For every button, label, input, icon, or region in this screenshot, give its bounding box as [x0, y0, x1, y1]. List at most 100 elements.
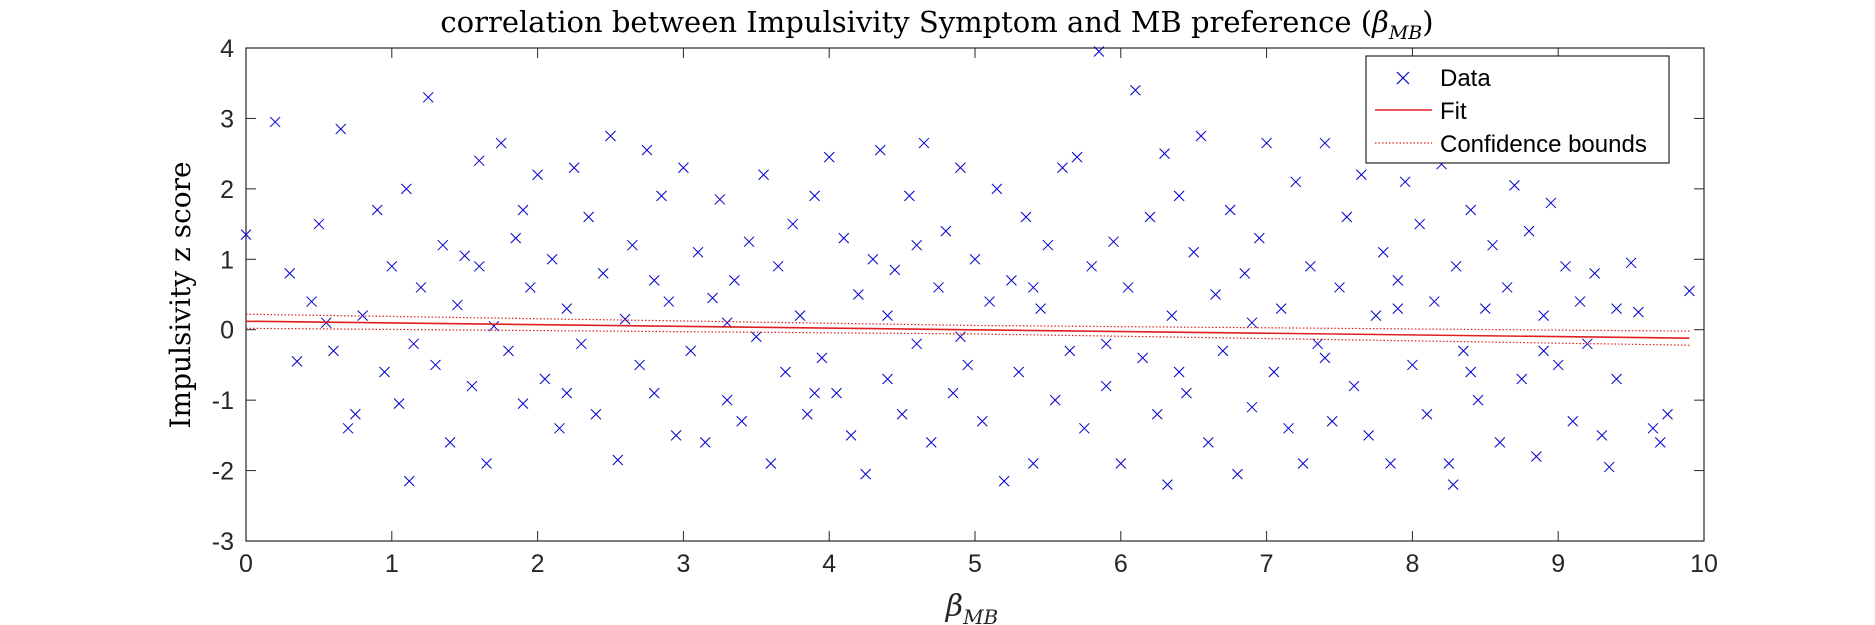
y-tick-label: 0	[220, 317, 234, 345]
legend-x-marker	[1396, 71, 1410, 85]
data-point	[1633, 306, 1644, 318]
data-point	[1086, 260, 1097, 272]
data-point	[1020, 211, 1032, 223]
data-point	[1341, 211, 1353, 223]
data-point	[1042, 239, 1054, 251]
data-point	[1458, 345, 1469, 357]
data-point	[349, 408, 361, 420]
data-point	[1027, 458, 1039, 469]
data-point	[619, 313, 631, 325]
data-point	[714, 194, 726, 205]
data-point	[904, 190, 915, 202]
data-point	[1377, 246, 1389, 258]
data-point	[306, 296, 317, 307]
data-point	[335, 123, 347, 135]
y-tick-label: 2	[220, 176, 234, 204]
data-point	[692, 246, 704, 258]
data-point	[1304, 260, 1316, 272]
legend: Data Fit Confidence bounds	[1365, 55, 1670, 164]
data-point	[1224, 204, 1236, 216]
data-point	[1348, 380, 1360, 392]
data-point	[860, 468, 872, 480]
data-point	[1173, 190, 1185, 202]
data-point	[1472, 394, 1484, 406]
x-tick-label: 3	[676, 550, 690, 578]
data-point	[1122, 282, 1134, 293]
data-point	[328, 345, 339, 357]
data-point	[634, 359, 646, 371]
data-point	[1261, 137, 1272, 149]
data-point	[1049, 394, 1061, 406]
data-point	[568, 162, 580, 174]
data-point	[1013, 366, 1025, 378]
data-point	[1625, 257, 1637, 269]
data-point	[874, 144, 886, 156]
data-point	[401, 183, 412, 195]
data-point	[969, 253, 981, 265]
legend-data-marker-icon	[1396, 71, 1410, 85]
data-point	[911, 239, 923, 251]
data-point	[554, 422, 565, 434]
data-point	[736, 415, 748, 427]
data-point	[1399, 176, 1411, 188]
data-point	[976, 415, 988, 427]
data-point	[1523, 225, 1535, 237]
data-point	[750, 331, 762, 343]
data-point	[1516, 373, 1528, 385]
data-point	[831, 387, 842, 399]
data-point	[284, 268, 296, 279]
data-point	[561, 303, 573, 314]
data-point	[503, 345, 514, 357]
data-point	[1465, 366, 1477, 378]
data-point	[1530, 451, 1542, 462]
data-point	[1093, 46, 1105, 57]
data-point	[1100, 338, 1112, 350]
data-point	[1239, 268, 1251, 279]
data-point	[882, 310, 893, 321]
confidence-bound-lower	[245, 327, 1690, 346]
data-point	[707, 292, 718, 304]
data-point	[597, 268, 609, 279]
data-point	[510, 232, 522, 244]
data-point	[1181, 387, 1192, 399]
data-point	[1385, 458, 1396, 469]
data-point	[612, 454, 624, 466]
data-point	[911, 338, 923, 350]
data-point	[1130, 84, 1141, 96]
data-point	[1078, 422, 1090, 434]
data-point	[1159, 148, 1170, 159]
data-point	[415, 282, 427, 293]
data-point	[940, 225, 952, 237]
x-tick-label: 4	[822, 550, 836, 578]
data-point	[240, 229, 252, 240]
data-point	[1151, 408, 1163, 420]
x-tick-label: 9	[1551, 550, 1565, 578]
data-point	[1443, 458, 1455, 469]
data-point	[1647, 422, 1659, 434]
data-point	[1589, 268, 1601, 279]
data-point	[656, 190, 667, 202]
data-point	[583, 211, 594, 223]
x-tick-label: 10	[1690, 550, 1718, 578]
data-point	[1108, 236, 1119, 248]
data-point	[459, 250, 471, 262]
fit-lines	[245, 313, 1690, 346]
data-point	[1414, 218, 1426, 230]
data-point	[699, 437, 711, 448]
data-point	[452, 299, 463, 311]
confidence-bound-upper	[245, 313, 1690, 332]
data-point	[1137, 352, 1149, 364]
data-point	[1662, 408, 1673, 420]
data-point	[1275, 303, 1287, 314]
data-point	[1057, 162, 1068, 174]
data-point	[685, 345, 697, 357]
y-tick-label: 1	[220, 246, 234, 274]
data-point	[524, 282, 536, 293]
data-point	[1232, 468, 1243, 480]
data-point	[1283, 422, 1294, 434]
data-point	[648, 275, 660, 286]
data-point	[386, 260, 398, 272]
data-point	[1654, 437, 1666, 448]
data-point	[1509, 179, 1520, 191]
data-point	[1326, 415, 1338, 427]
